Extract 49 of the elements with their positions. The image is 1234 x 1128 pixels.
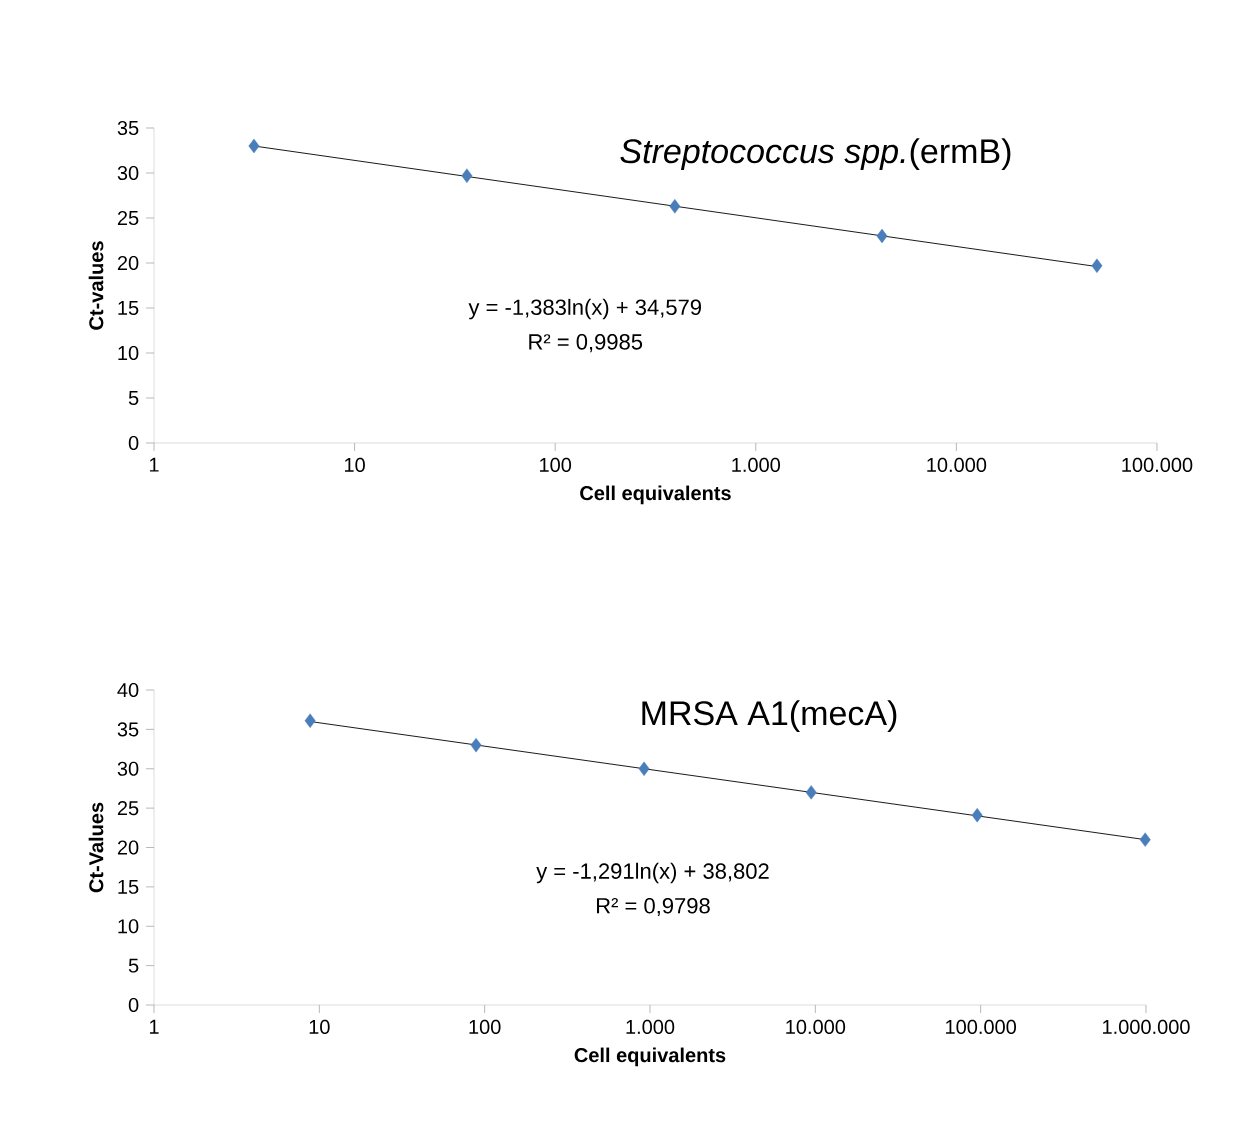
y-axis-title: Ct-Values	[88, 802, 104, 893]
y-tick-label: 20	[117, 255, 139, 271]
x-tick-label: 10	[309, 1019, 330, 1035]
y-tick-label: 30	[117, 761, 139, 776]
point	[1091, 258, 1103, 273]
y-tick-label: 40	[117, 682, 139, 698]
point	[248, 138, 260, 154]
x-tick-label: 1.000	[732, 457, 781, 473]
annotation: R² = 0,9798	[597, 897, 710, 917]
x-tick-label: 10.000	[786, 1019, 846, 1035]
y-tick-label: 25	[117, 801, 139, 816]
point	[971, 808, 983, 823]
y-tick-label: 10	[118, 345, 139, 361]
x-tick-label: 1	[149, 457, 159, 472]
annotation: y = -1,291ln(x) + 38,802	[536, 862, 769, 884]
annotation: y = -1,383ln(x) + 34,579	[468, 298, 701, 320]
point	[470, 737, 482, 753]
y-tick-label: 0	[128, 997, 139, 1013]
y-tick-label: 25	[117, 210, 139, 226]
chart-title: Streptococcus spp.(ermB)	[620, 138, 1011, 170]
point	[669, 199, 681, 214]
annotation: R² = 0,9985	[529, 334, 643, 353]
y-tick-label: 35	[117, 120, 139, 136]
chart-title: MRSA A1(mecA)	[642, 700, 897, 732]
x-tick-label: 100.000	[946, 1019, 1017, 1035]
y-tick-label: 0	[128, 435, 139, 451]
y-tick-label: 30	[117, 165, 139, 181]
point	[1139, 832, 1151, 847]
x-tick-label: 100.000	[1122, 457, 1193, 473]
x-tick-label: 10.000	[927, 457, 987, 473]
y-tick-label: 10	[118, 919, 139, 934]
x-tick-label: 10	[344, 457, 365, 473]
y-tick-label: 5	[128, 958, 139, 973]
y-tick-label: 5	[128, 391, 139, 405]
point	[638, 761, 650, 776]
y-tick-label: 20	[117, 840, 139, 855]
x-tick-label: 1	[149, 1019, 159, 1034]
y-axis-title: Ct-values	[88, 241, 104, 330]
point	[805, 785, 817, 800]
y-tick-label: 35	[117, 722, 139, 737]
x-tick-label: 100	[469, 1019, 501, 1035]
x-tick-label: 1.000.000	[1103, 1019, 1190, 1035]
x-axis-title: Cell equivalents	[574, 1047, 726, 1067]
x-tick-label: 1.000	[626, 1019, 675, 1035]
x-tick-label: 100	[540, 457, 572, 473]
y-tick-label: 15	[118, 301, 139, 315]
point	[304, 713, 316, 728]
x-axis-title: Cell equivalents	[580, 485, 731, 505]
y-tick-label: 15	[118, 879, 139, 894]
